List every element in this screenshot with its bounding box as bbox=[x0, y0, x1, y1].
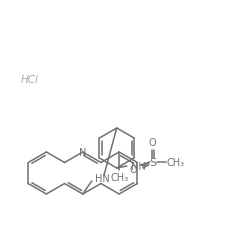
Text: HCl: HCl bbox=[21, 75, 39, 85]
Text: O: O bbox=[149, 137, 157, 147]
Text: HN: HN bbox=[95, 173, 109, 183]
Text: O: O bbox=[129, 164, 137, 174]
Text: S: S bbox=[149, 157, 156, 167]
Text: CH₃: CH₃ bbox=[167, 157, 185, 167]
Text: N: N bbox=[79, 147, 86, 157]
Text: CH₃: CH₃ bbox=[110, 172, 128, 182]
Text: NH: NH bbox=[131, 161, 145, 171]
